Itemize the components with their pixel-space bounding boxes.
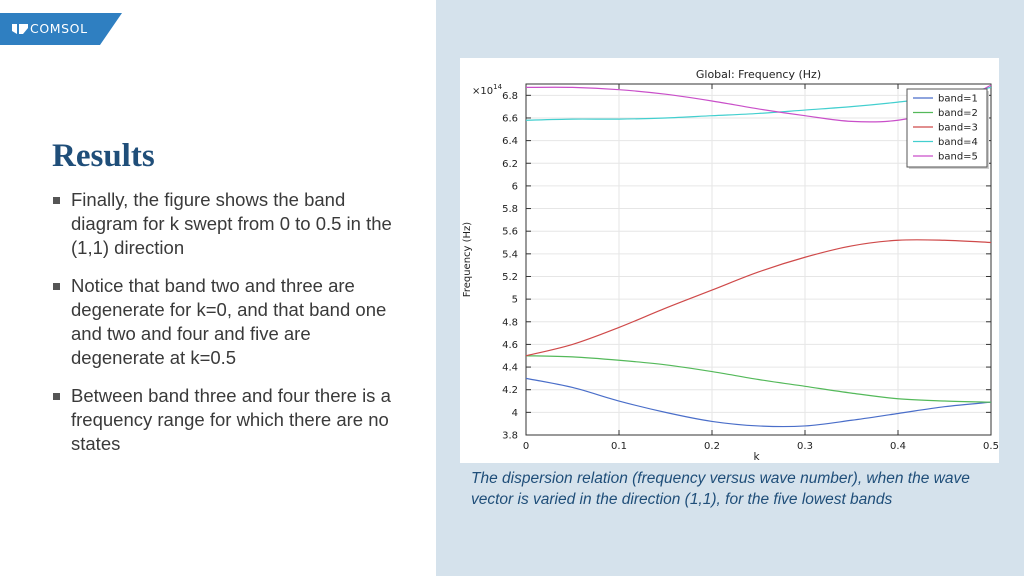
series-line-band-3 (525, 239, 992, 357)
y-tick-label: 4.4 (502, 363, 518, 374)
legend-entry: band=1 (938, 94, 978, 105)
brand-tab (0, 13, 122, 45)
band-diagram-chart: 0 0.1 0.2 0.3 0.4 0.5 3.8 4 4.2 4.4 4.6 4.8 5 5.2 5.4 5… (462, 68, 999, 463)
x-tick-label: 0.1 (611, 441, 627, 452)
legend-entry: band=2 (938, 108, 978, 119)
left-panel: COMSOL Results Finally, the figure shows… (0, 0, 436, 576)
y-tick-label: 4.8 (502, 317, 518, 328)
x-tick-label: 0.3 (797, 441, 813, 452)
y-tick-label: 5.2 (502, 272, 518, 283)
y-multiplier-exponent: 14 (493, 83, 502, 91)
y-multiplier-base: ×10 (472, 86, 493, 97)
bullet-list: Finally, the figure shows the band diagr… (52, 188, 402, 470)
x-tick-label: 0.5 (983, 441, 999, 452)
slide-title: Results (52, 138, 155, 174)
legend-entry: band=4 (938, 137, 978, 148)
y-tick-label: 6.6 (502, 113, 518, 124)
legend-box (906, 88, 988, 168)
plot-frame (525, 83, 992, 436)
legend-entry: band=3 (938, 123, 978, 134)
y-tick-label: 6.2 (502, 159, 518, 170)
y-tick-label: 6 (512, 181, 518, 192)
legend-entry: band=5 (938, 152, 978, 163)
bullet-item: Between band three and four there is a f… (52, 384, 402, 456)
y-tick-label: 6.4 (502, 136, 518, 147)
y-tick-label: 4.2 (502, 385, 518, 396)
x-tick-label: 0.4 (890, 441, 906, 452)
series-line-band-1 (525, 377, 992, 428)
brand-name: COMSOL (30, 21, 88, 36)
bullet-item: Notice that band two and three are degen… (52, 274, 402, 370)
figure-caption: The dispersion relation (frequency versu… (471, 470, 970, 508)
y-tick-label: 4 (512, 408, 518, 419)
y-tick-label: 5.4 (502, 249, 518, 260)
comsol-logo-icon (12, 24, 28, 34)
y-tick-label: 5 (512, 295, 518, 306)
x-tick-label: 0.2 (704, 441, 720, 452)
x-tick-label: 0 (523, 441, 529, 452)
y-multiplier: ×1014 (472, 83, 503, 97)
bullet-item: Finally, the figure shows the band diagr… (52, 188, 402, 260)
y-tick-label: 5.8 (502, 204, 518, 215)
y-tick-label: 4.6 (502, 340, 518, 351)
y-tick-label: 3.8 (502, 431, 518, 442)
x-axis-label: k (753, 451, 760, 463)
y-tick-label: 6.8 (502, 91, 518, 102)
y-tick-label: 5.6 (502, 227, 518, 238)
y-axis-label: Frequency (Hz) (462, 222, 473, 298)
chart-ticks: 0 0.1 0.2 0.3 0.4 0.5 3.8 4 4.2 4.4 4.6 4.8 5 5.2 5.4 5… (502, 84, 999, 452)
series-line-band-2 (525, 355, 992, 403)
chart-card: 0 0.1 0.2 0.3 0.4 0.5 3.8 4 4.2 4.4 4.6 4.8 5 5.2 5.4 5… (460, 58, 999, 463)
chart-title: Global: Frequency (Hz) (696, 68, 821, 81)
chart-legend: band=1 band=2 band=3 band=4 band=5 (906, 88, 989, 169)
